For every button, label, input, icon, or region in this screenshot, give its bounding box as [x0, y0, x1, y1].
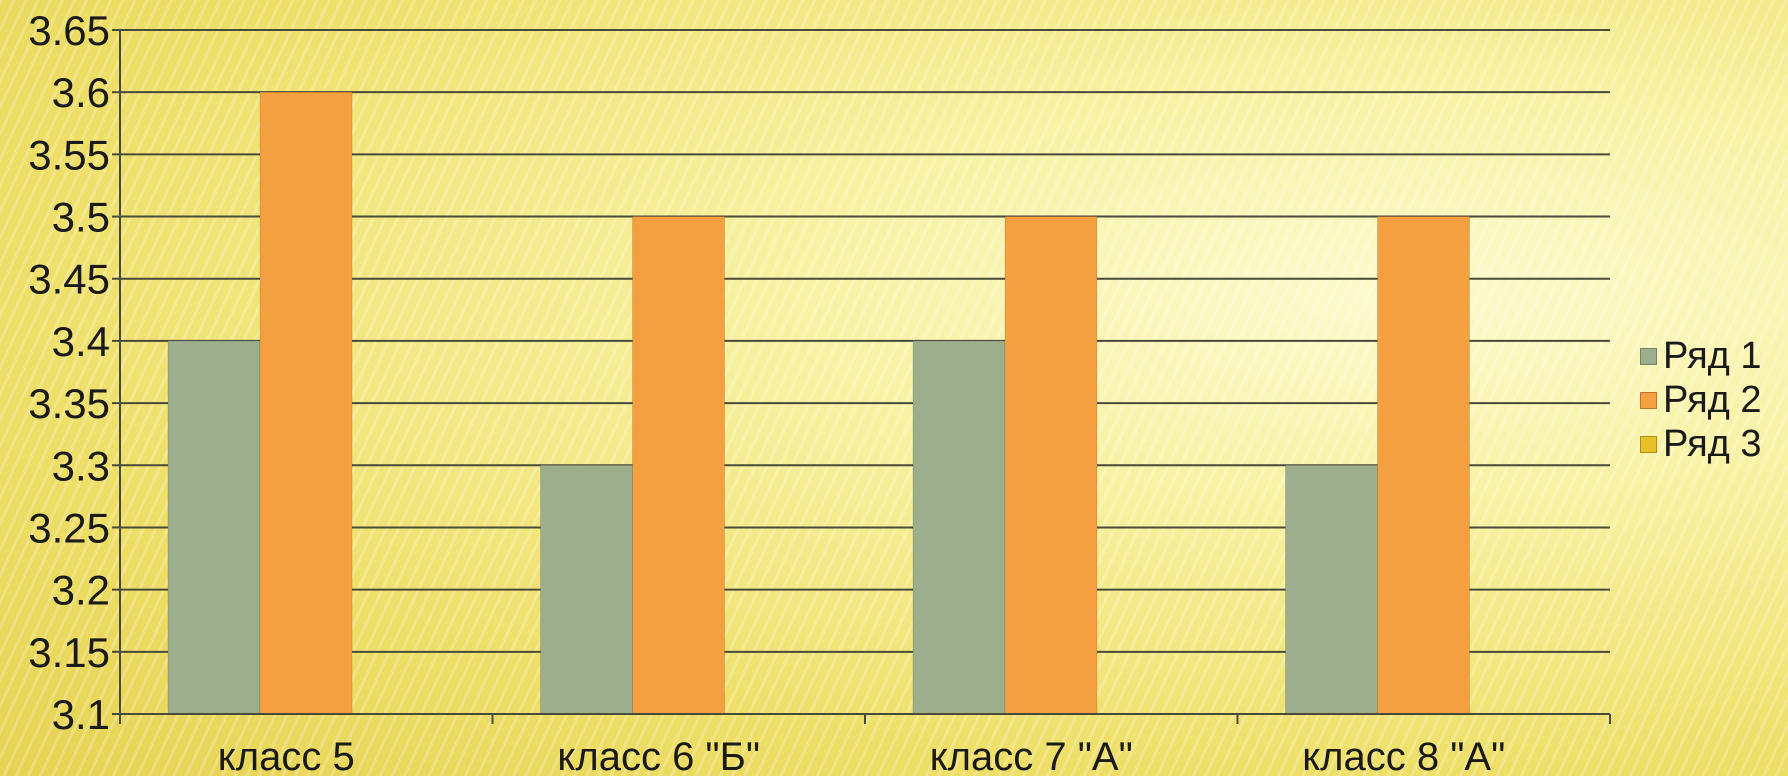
bar-ряд-1-3	[1285, 464, 1378, 715]
legend-label: Ряд 2	[1663, 378, 1762, 421]
axis-labels: 3.1 3.15 3.2 3.25 3.3 3.35 3.4 3.45 3.5 3.55 3.6 3.…	[28, 7, 1505, 776]
bar-ряд-1-2	[912, 340, 1006, 715]
bar-ряд-1-0	[167, 340, 261, 715]
grid-lines	[120, 29, 1610, 715]
y-tick-label: 3.1	[52, 691, 110, 738]
bar-ряд-2-0	[259, 91, 353, 715]
y-tick-label: 3.2	[52, 567, 110, 614]
legend-item: Ряд 3	[1640, 422, 1762, 466]
legend-swatch	[1640, 391, 1657, 409]
legend-label: Ряд 1	[1663, 334, 1762, 377]
legend-swatch	[1640, 435, 1657, 453]
y-tick-label: 3.25	[28, 504, 110, 551]
legend: Ряд 1 Ряд 2 Ряд 3	[1640, 334, 1762, 466]
bar-ряд-2-3	[1377, 216, 1470, 715]
y-tick-label: 3.6	[52, 69, 110, 116]
bar-ряд-2-2	[1004, 216, 1098, 715]
legend-item: Ряд 1	[1640, 334, 1762, 378]
y-tick-label: 3.35	[28, 380, 110, 427]
x-category-label: класс 6 "Б"	[557, 735, 760, 776]
bar-ряд-1-1	[540, 464, 633, 715]
bar-ряд-2-1	[632, 216, 725, 715]
y-tick-label: 3.3	[52, 442, 110, 489]
bars	[167, 91, 1470, 715]
legend-label: Ряд 3	[1663, 422, 1762, 465]
y-tick-label: 3.55	[28, 131, 110, 178]
x-category-label: класс 8 "А"	[1302, 735, 1505, 776]
x-category-label: класс 5	[218, 735, 355, 776]
y-tick-label: 3.5	[52, 194, 110, 241]
legend-item: Ряд 2	[1640, 378, 1762, 422]
y-tick-label: 3.4	[52, 318, 110, 365]
y-tick-label: 3.65	[28, 7, 110, 54]
y-tick-label: 3.45	[28, 256, 110, 303]
axes	[112, 29, 1611, 724]
legend-swatch	[1640, 347, 1657, 365]
x-category-label: класс 7 "А"	[930, 735, 1133, 776]
y-tick-label: 3.15	[28, 629, 110, 676]
